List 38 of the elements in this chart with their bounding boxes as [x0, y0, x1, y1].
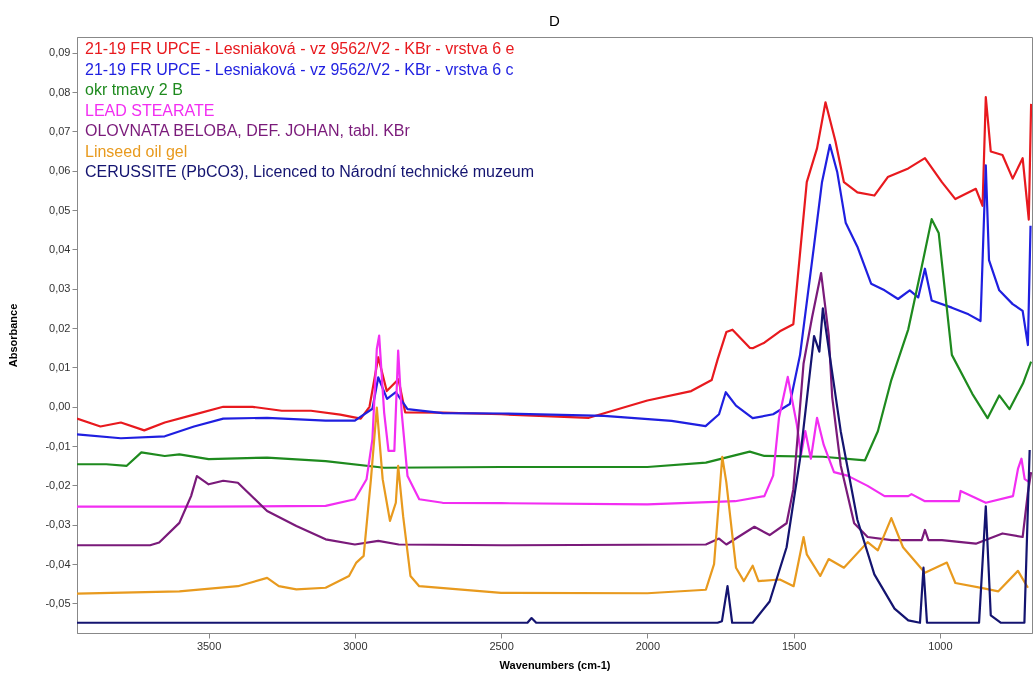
text: Linseed oil gel: [85, 142, 188, 160]
y-tick-label: -0,01: [45, 439, 71, 452]
x-tick-label: 3500: [196, 639, 222, 652]
y-tick-label: 0,09: [49, 46, 71, 59]
line-series: [77, 307, 1031, 624]
y-tick-label: 0,00: [49, 400, 71, 413]
y-tick-label: 0,03: [49, 282, 71, 295]
y-tick-label: -0,04: [45, 557, 71, 570]
text: CERUSSITE (PbCO3), Licenced to Národní technické muzeum: [85, 163, 535, 180]
text: okr tmavy 2 B: [85, 81, 183, 98]
y-tick-label: 0,05: [49, 203, 71, 216]
text: OLOVNATA BELOBA, DEF. JOHAN, tabl. KBr: [85, 122, 411, 139]
y-tick-label: 0,01: [49, 360, 71, 373]
y-tick-label: 0,06: [49, 164, 71, 177]
x-tick-label: 1000: [928, 639, 953, 652]
line-series: [77, 218, 1032, 469]
text: 21-19 FR UPCE - Lesniaková - vz 9562/V2 - KBr - vrstva 6 c: [85, 60, 514, 78]
y-axis-title: Absorbance: [7, 303, 20, 368]
line-series: [77, 96, 1032, 432]
line-series: [77, 406, 1030, 595]
x-axis-title: Wavenumbers (cm-1): [499, 658, 611, 671]
y-tick-label: 0,08: [49, 85, 71, 98]
y-tick-label: -0,03: [45, 518, 71, 531]
x-tick-label: 3000: [343, 639, 368, 652]
y-tick-label: 0,02: [49, 321, 71, 334]
line-series: [77, 334, 1031, 508]
x-tick-label: 1500: [781, 639, 807, 652]
line-series: [77, 143, 1032, 440]
y-tick-label: -0,02: [45, 478, 71, 491]
y-tick-label: 0,04: [49, 242, 71, 255]
line-series: [77, 271, 1032, 547]
x-tick-label: 2500: [489, 639, 514, 652]
y-tick-label: 0,07: [49, 124, 71, 137]
text: 21-19 FR UPCE - Lesniaková - vz 9562/V2 - KBr - vrstva 6 e: [85, 40, 515, 57]
x-tick-label: 2000: [635, 639, 661, 652]
y-tick-label: -0,05: [45, 597, 71, 609]
text: LEAD STEARATE: [85, 101, 215, 119]
chart-title: D: [549, 12, 561, 29]
